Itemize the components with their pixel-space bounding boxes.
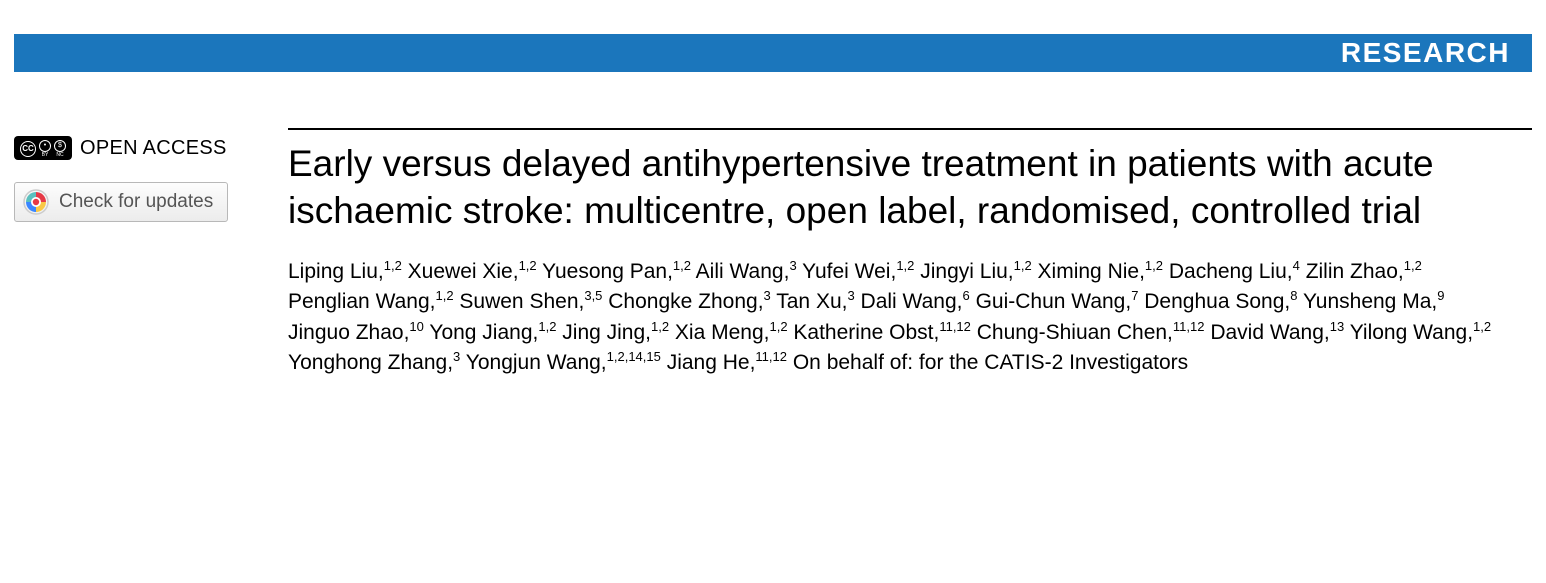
- sidebar: CC •BY $NC OPEN ACCESS: [14, 128, 288, 378]
- author-list: Liping Liu,1,2 Xuewei Xie,1,2 Yuesong Pa…: [288, 257, 1502, 379]
- cc-icon: CC: [20, 141, 36, 157]
- crossmark-icon: [23, 189, 49, 215]
- section-header-label: RESEARCH: [1341, 37, 1510, 69]
- section-header-bar: RESEARCH: [14, 34, 1532, 72]
- check-for-updates-label: Check for updates: [59, 191, 213, 213]
- cc-nc-icon: $NC: [54, 140, 66, 158]
- article-header: Early versus delayed antihypertensive tr…: [288, 128, 1532, 378]
- cc-license-icon: CC •BY $NC: [14, 136, 72, 160]
- main-content: CC •BY $NC OPEN ACCESS: [14, 128, 1532, 378]
- open-access-badge: CC •BY $NC OPEN ACCESS: [14, 136, 288, 160]
- check-for-updates-button[interactable]: Check for updates: [14, 182, 228, 222]
- article-title: Early versus delayed antihypertensive tr…: [288, 140, 1502, 235]
- open-access-label: OPEN ACCESS: [80, 137, 227, 160]
- cc-by-icon: •BY: [39, 140, 51, 158]
